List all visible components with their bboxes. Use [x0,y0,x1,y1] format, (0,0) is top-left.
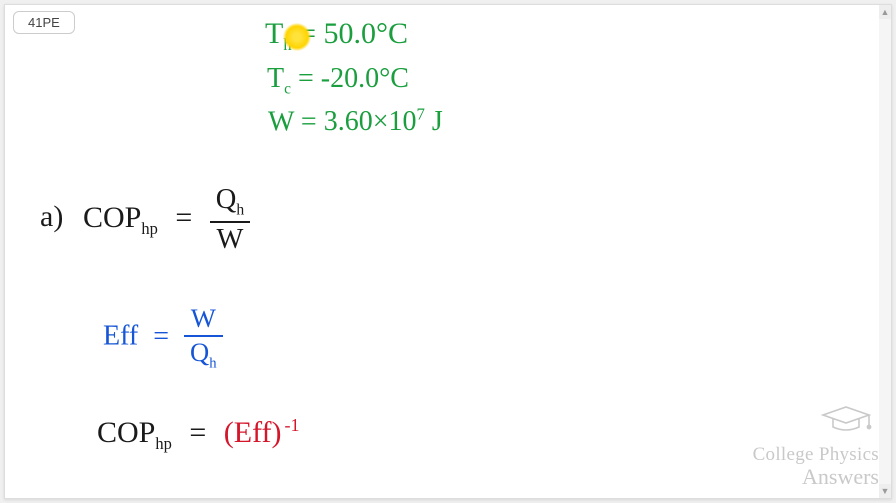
cop2-rhs: (Eff)-1 [224,416,300,449]
var-W: W [268,106,294,137]
eff-num: W [185,305,222,335]
eff-den: Qh [184,337,223,372]
watermark-line2: Answers [753,465,879,488]
eq-Tc: Tc = -20.0°C [267,63,409,99]
eq-sign: = [298,63,314,94]
val-Tc: -20.0°C [321,63,409,94]
cop1-num: Qh [210,185,250,221]
var-Th: Th [265,17,292,50]
cop1-lhs: COPhp [83,201,158,234]
video-frame: 41PE ▲ ▼ Th = 50.0°C Tc = -20.0°C W = 3.… [4,4,892,499]
val-W: 3.60×107 J [324,106,443,137]
watermark-line1: College Physics [753,445,879,465]
eq-eff: Eff = W Qh [103,305,223,372]
val-Th: 50.0°C [324,17,409,50]
watermark: College Physics Answers [753,445,879,488]
eq-sign: = [299,17,316,50]
eq-sign: = [175,201,192,234]
var-Tc: Tc [267,63,291,94]
eq-W: W = 3.60×107 J [268,105,443,138]
part-a-label: a) [40,200,63,234]
eff-lhs: Eff [103,321,138,352]
cop2-lhs: COPhp [97,416,172,449]
cop1-frac: Qh W [210,185,250,255]
grad-cap-icon [819,403,873,440]
eq-sign: = [301,106,317,137]
eq-sign: = [189,416,206,449]
whiteboard-canvas: Th = 50.0°C Tc = -20.0°C W = 3.60×107 J … [5,5,891,498]
eff-frac: W Qh [184,305,223,372]
eq-cop1: COPhp = Qh W [83,185,250,255]
cop1-den: W [211,223,250,255]
eq-cop2: COPhp = (Eff)-1 [97,415,300,454]
eq-sign: = [153,321,169,352]
eq-Th: Th = 50.0°C [265,17,408,55]
